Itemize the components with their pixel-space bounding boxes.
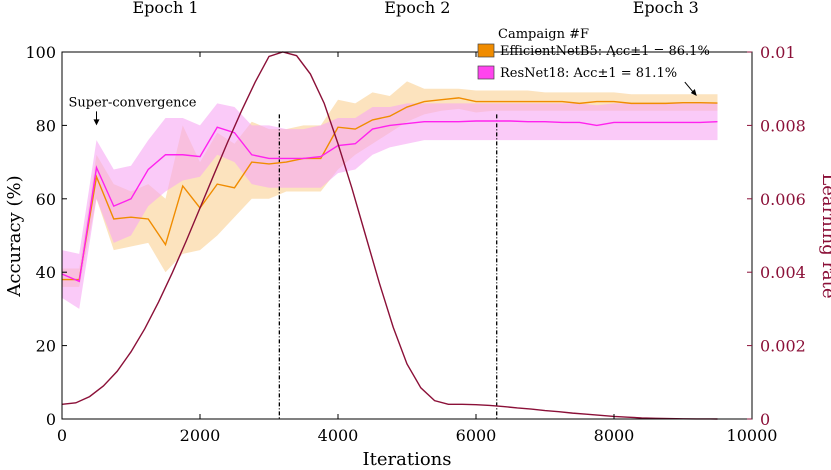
y-tick-label: 60 [36,190,56,209]
y2-tick-label: 0.008 [760,116,806,135]
y-tick-label: 20 [36,337,56,356]
annotation-text: Super-convergence [69,95,197,110]
annotation-arrowhead [93,119,100,126]
y-tick-label: 100 [25,43,56,62]
plot-frame [61,51,753,420]
line-efficientnetb5 [62,97,718,281]
x-tick-label: 2000 [180,426,221,445]
axis-ticks [61,51,753,420]
legend-swatch [477,43,495,58]
x-tick-label: 6000 [456,426,497,445]
y2-tick-label: 0.004 [760,263,806,282]
x-tick-label: 8000 [594,426,635,445]
y2-tick-label: 0 [760,410,770,429]
line-resnet18 [61,120,718,283]
band-resnet18 [62,103,718,309]
y2-axis-label: Learning rate [818,173,831,298]
y-tick-label: 40 [36,263,56,282]
x-axis-label: Iterations [363,449,452,470]
y2-tick-label: 0.006 [760,190,806,209]
annotations: Super-convergence [69,81,697,126]
epoch-labels: Epoch 1 Epoch 2 Epoch 3 [132,0,698,17]
epoch-label: Epoch 3 [633,0,699,17]
tick-labels: 0 2000 4000 6000 8000 1000002040608010000.002… [25,43,805,445]
y2-tick-label: 0.002 [760,337,806,356]
x-tick-label: 0 [57,426,67,445]
x-tick-label: 4000 [318,426,359,445]
y-tick-label: 0 [46,410,56,429]
y-axis-label: Accuracy (%) [4,175,25,297]
y-tick-label: 80 [36,116,56,135]
legend-entry: EfficientNetB5: Acc±1 = 86.1% [500,44,710,59]
legend-swatch [477,65,495,80]
epoch-label: Epoch 2 [384,0,450,17]
legend-arrowhead [690,89,697,97]
legend-entry: ResNet18: Acc±1 = 81.1% [500,66,677,81]
x-tick-label: 10000 [727,426,778,445]
epoch-label: Epoch 1 [132,0,198,17]
confidence-bands [62,81,718,309]
epoch-boundaries [278,114,498,419]
legend-title: Campaign #F [498,27,589,42]
y2-tick-label: 0.01 [760,43,796,62]
legend: Campaign #F EfficientNetB5: Acc±1 = 86.1%… [477,27,710,81]
